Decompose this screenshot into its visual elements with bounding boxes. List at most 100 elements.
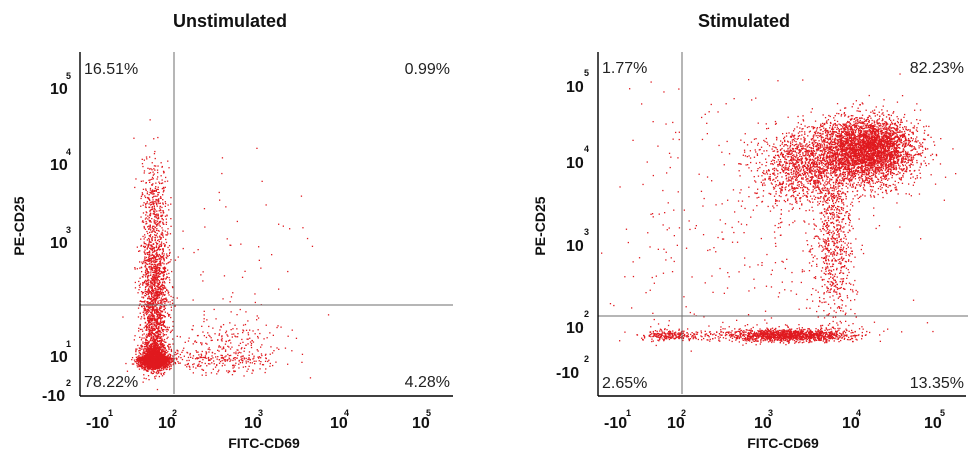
event-dot <box>163 258 165 260</box>
event-dot <box>152 246 154 248</box>
event-dot <box>156 332 159 334</box>
event-dot <box>157 263 159 265</box>
event-dot <box>158 262 161 264</box>
event-dot <box>144 307 146 309</box>
event-dot <box>139 336 141 338</box>
event-dot <box>143 292 145 294</box>
event-dot <box>158 345 160 348</box>
event-dot <box>170 348 172 351</box>
event-dot <box>154 347 156 349</box>
event-dot <box>237 349 239 351</box>
event-dot <box>147 308 149 310</box>
event-dot <box>154 364 156 366</box>
event-dot <box>265 353 267 355</box>
event-dot <box>156 195 158 197</box>
event-dot <box>138 356 140 358</box>
event-dot <box>152 339 154 341</box>
event-dot <box>158 258 160 260</box>
event-dot <box>153 279 155 281</box>
event-dot <box>203 318 205 320</box>
event-dot <box>140 216 142 218</box>
event-dot <box>144 206 147 208</box>
event-dot <box>166 326 168 328</box>
event-dot <box>164 360 167 362</box>
event-dot <box>153 293 155 295</box>
event-dot <box>163 255 165 257</box>
event-dot <box>151 318 153 321</box>
event-dot <box>143 241 145 243</box>
event-dot <box>154 284 156 287</box>
event-dot <box>157 327 159 330</box>
event-dot <box>148 240 150 242</box>
event-dot <box>147 245 149 248</box>
event-dot <box>253 355 255 357</box>
event-dot <box>258 360 260 362</box>
event-dot <box>170 259 172 261</box>
event-dot <box>186 351 188 354</box>
event-dot <box>149 191 151 194</box>
event-dot <box>135 359 138 361</box>
event-dot <box>201 325 203 327</box>
event-dot <box>158 354 160 356</box>
event-dot <box>153 207 156 209</box>
event-dot <box>231 336 233 338</box>
event-dot <box>144 348 146 350</box>
event-dot <box>148 316 150 318</box>
event-dot <box>151 206 153 208</box>
event-dot <box>164 205 166 207</box>
event-dot <box>160 243 163 245</box>
event-dot <box>160 366 162 368</box>
event-dot <box>142 245 145 247</box>
event-dot <box>149 292 151 294</box>
event-dot <box>143 357 146 359</box>
event-dot <box>159 333 162 335</box>
event-dot <box>161 338 163 340</box>
event-dot <box>158 375 160 378</box>
event-dot <box>154 368 156 370</box>
event-dot <box>243 350 245 352</box>
event-dot <box>145 345 147 348</box>
event-dot <box>158 371 160 373</box>
event-dot <box>152 243 154 245</box>
event-dot <box>140 346 142 348</box>
event-dot <box>153 315 156 317</box>
event-dot <box>156 335 158 338</box>
event-dot <box>146 357 148 359</box>
event-dot <box>161 188 163 190</box>
event-dot <box>146 308 149 311</box>
event-dot <box>159 364 161 366</box>
event-dot <box>168 361 170 363</box>
event-dot <box>157 364 159 366</box>
event-dot <box>146 248 148 250</box>
event-dot <box>152 358 154 360</box>
event-dot <box>161 214 164 216</box>
event-dot <box>168 353 170 355</box>
event-dot <box>149 319 151 321</box>
event-dot <box>148 355 151 357</box>
event-dot <box>160 233 162 235</box>
event-dot <box>151 311 153 314</box>
event-dot <box>138 327 140 329</box>
event-dot <box>139 277 141 279</box>
event-dot <box>164 286 166 288</box>
event-dot <box>244 366 247 368</box>
event-dot <box>200 353 202 355</box>
event-dot <box>145 350 147 352</box>
event-dot <box>155 357 157 359</box>
event-dot <box>150 300 153 303</box>
event-dot <box>160 368 162 370</box>
event-dot <box>150 266 153 268</box>
event-dot <box>150 247 152 249</box>
event-dot <box>151 269 154 271</box>
event-dot <box>184 364 186 366</box>
event-dot <box>160 347 162 349</box>
event-dot <box>149 301 151 304</box>
event-dot <box>158 248 160 250</box>
event-dot <box>158 350 160 353</box>
event-dot <box>163 338 166 341</box>
event-dot <box>158 337 160 339</box>
event-dot <box>166 368 168 370</box>
event-dot <box>150 335 152 337</box>
event-dot <box>142 341 144 343</box>
event-dot <box>155 360 157 362</box>
